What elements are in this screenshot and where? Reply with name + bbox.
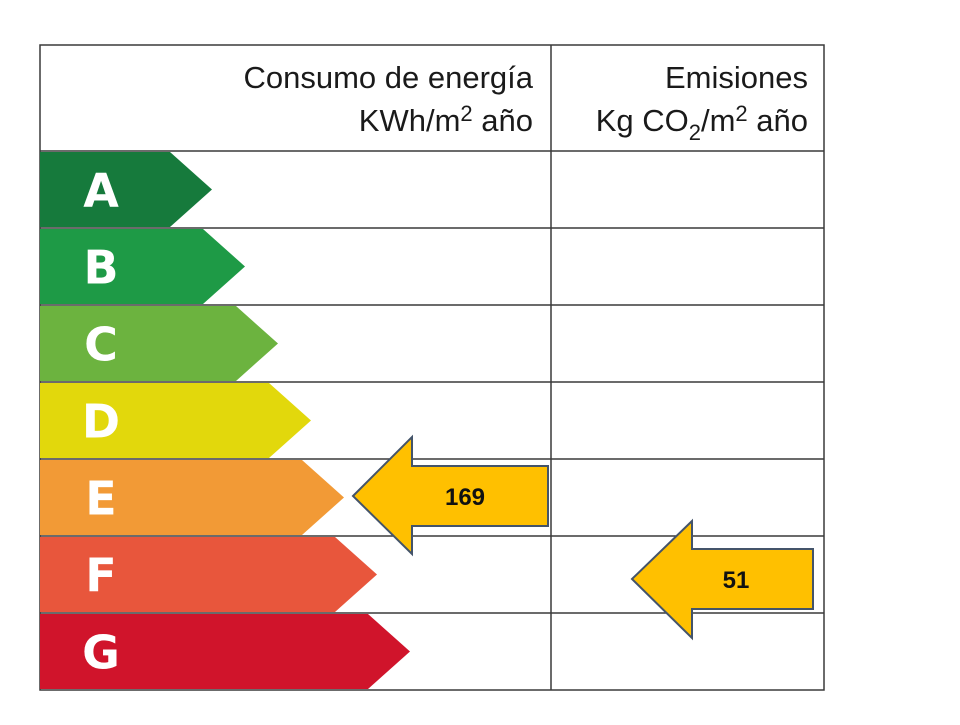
rating-arrow-g	[40, 614, 410, 689]
rating-arrow-a	[40, 152, 212, 227]
rating-bar-e: E	[40, 460, 344, 535]
rating-letter-g: G	[82, 626, 120, 680]
rating-arrow-e	[40, 460, 344, 535]
rating-letter-d: D	[82, 395, 120, 449]
rating-bar-c: C	[40, 306, 278, 381]
energy-indicator-arrow	[351, 434, 549, 557]
rating-letter-c: C	[84, 318, 118, 372]
emissions-indicator-value: 51	[723, 567, 750, 594]
rating-letter-b: B	[83, 241, 118, 295]
energy-indicator-value: 169	[445, 484, 485, 511]
emissions-indicator-arrow	[630, 518, 814, 641]
rating-arrow-c	[40, 306, 278, 381]
rating-bar-a: A	[40, 152, 212, 227]
energy-header: Consumo de energía KWh/m2 año	[243, 60, 533, 138]
rating-letter-a: A	[83, 164, 119, 218]
rating-letter-e: E	[85, 472, 116, 526]
rating-bar-g: G	[40, 614, 410, 689]
rating-arrow-b	[40, 229, 245, 304]
emissions-indicator: 51	[630, 518, 814, 641]
energy-indicator: 169	[351, 434, 549, 557]
emissions-header: Emisiones Kg CO2/m2 año	[596, 60, 808, 145]
energy-header-line2: KWh/m2 año	[359, 101, 533, 138]
rating-bar-d: D	[40, 383, 311, 458]
energy-header-line1: Consumo de energía	[243, 60, 533, 95]
rating-letter-f: F	[85, 549, 116, 603]
emissions-header-line2: Kg CO2/m2 año	[596, 101, 808, 145]
rating-indicators: 169 51	[351, 434, 814, 641]
rating-bar-f: F	[40, 537, 377, 612]
rating-arrow-d	[40, 383, 311, 458]
table-grid	[39, 44, 825, 691]
rating-bar-b: B	[40, 229, 245, 304]
emissions-header-line1: Emisiones	[665, 60, 808, 95]
rating-arrow-f	[40, 537, 377, 612]
